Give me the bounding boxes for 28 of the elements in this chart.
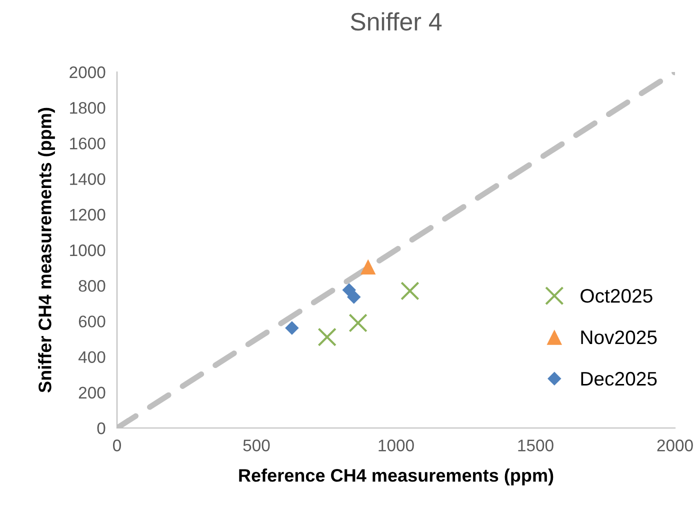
x-tick-label: 500 xyxy=(243,440,270,452)
y-tick-label: 2000 xyxy=(70,66,106,78)
y-tick-label: 400 xyxy=(78,351,106,364)
legend-label: Oct2025 xyxy=(580,288,652,303)
point xyxy=(285,321,299,335)
y-axis-title: Sniffer CH4 measurements (ppm) xyxy=(38,108,55,392)
point xyxy=(346,290,361,304)
y-tick-label: 1000 xyxy=(70,244,106,256)
x-tick-label: 1500 xyxy=(518,440,554,452)
chart-title: Sniffer 4 xyxy=(350,12,442,31)
y-tick-label: 600 xyxy=(78,316,106,328)
x-axis-title: Reference CH4 measurements (ppm) xyxy=(239,468,554,486)
point xyxy=(360,259,376,275)
point xyxy=(400,282,420,300)
y-tick-label: 1200 xyxy=(70,208,106,221)
x-tick-label: 0 xyxy=(113,440,121,452)
y-tick-label: 1800 xyxy=(70,102,106,114)
y-tick-label: 1600 xyxy=(70,138,106,150)
legend-label: Nov2025 xyxy=(581,330,657,344)
y-tick-label: 1400 xyxy=(70,173,106,186)
point xyxy=(348,314,368,332)
legend-label: Dec2025 xyxy=(581,372,657,386)
y-tick-label: 0 xyxy=(97,422,106,434)
x-tick-label: 1000 xyxy=(378,440,414,452)
x-tick-label: 2000 xyxy=(657,440,693,452)
y-tick-label: 800 xyxy=(78,280,106,292)
point xyxy=(318,328,336,346)
y-tick-label: 200 xyxy=(78,386,106,399)
